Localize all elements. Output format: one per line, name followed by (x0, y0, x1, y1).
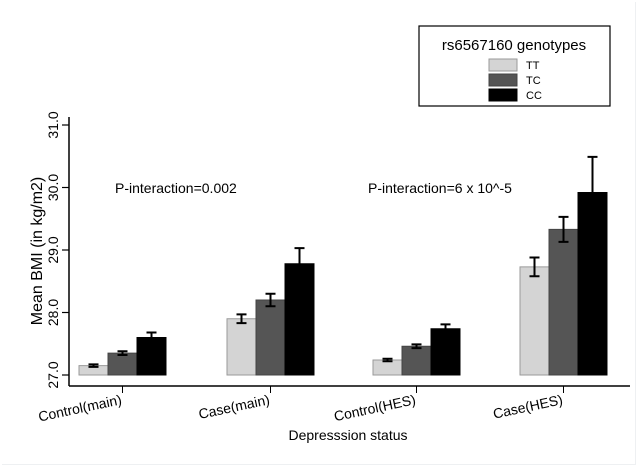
legend: rs6567160 genotypes TT TC CC (418, 25, 611, 107)
annotation-p-interaction-hes: P-interaction=6 x 10^-5 (368, 180, 512, 196)
bar-tt-1 (226, 318, 257, 376)
x-tick-label-2: Control(HES) (332, 391, 417, 424)
legend-label-cc: CC (526, 90, 542, 102)
legend-label-tt: TT (526, 60, 540, 72)
bar-tc-0 (107, 352, 138, 376)
x-tick-label-0: Control(main) (37, 391, 123, 424)
legend-swatch-cc (488, 88, 518, 102)
annotation-p-interaction-main: P-interaction=0.002 (115, 180, 237, 196)
bars-layer (78, 155, 608, 376)
error-bar-cc-2 (440, 323, 451, 335)
x-ticks: Control(main) Case(main) Control(HES) Case(… (37, 386, 564, 425)
bar-cc-2 (430, 328, 461, 376)
error-bar-cc-3 (587, 155, 598, 230)
legend-title: rs6567160 genotypes (442, 37, 586, 54)
legend-entries: TT TC CC (488, 58, 542, 102)
error-bar-tt-0 (88, 363, 99, 368)
y-axis-label: Mean BMI (in kg/m2) (29, 177, 46, 325)
y-tick-label: 27.0 (45, 361, 61, 388)
axes-layer (68, 117, 630, 387)
error-bar-tc-2 (411, 343, 422, 350)
bar-tc-3 (548, 228, 579, 376)
bar-tc-2 (401, 345, 432, 376)
error-bar-tc-1 (265, 292, 276, 308)
y-tick-label: 30.0 (45, 174, 61, 201)
bar-tt-3 (519, 266, 550, 376)
error-bar-tt-3 (529, 256, 540, 278)
y-tick-label: 31.0 (45, 111, 61, 138)
error-bar-tt-1 (236, 313, 247, 325)
error-bar-cc-1 (294, 247, 305, 281)
y-tick-label: 29.0 (45, 236, 61, 263)
error-bar-tc-0 (117, 350, 128, 356)
error-bar-cc-0 (146, 331, 157, 344)
bar-cc-1 (284, 263, 315, 376)
y-ticks: 27.0 28.0 29.0 30.0 31.0 (45, 111, 69, 389)
x-tick-label-1: Case(main) (197, 391, 271, 422)
legend-swatch-tt (488, 58, 518, 72)
legend-swatch-tc (488, 73, 518, 87)
x-tick-label-3: Case(HES) (492, 391, 565, 421)
bar-cc-0 (136, 337, 167, 376)
error-bar-tt-2 (382, 357, 393, 363)
error-bar-tc-3 (558, 215, 569, 243)
x-axis-label: Depresssion status (288, 427, 407, 443)
bar-tc-1 (255, 299, 286, 376)
legend-label-tc: TC (526, 75, 541, 87)
y-tick-label: 28.0 (45, 299, 61, 326)
